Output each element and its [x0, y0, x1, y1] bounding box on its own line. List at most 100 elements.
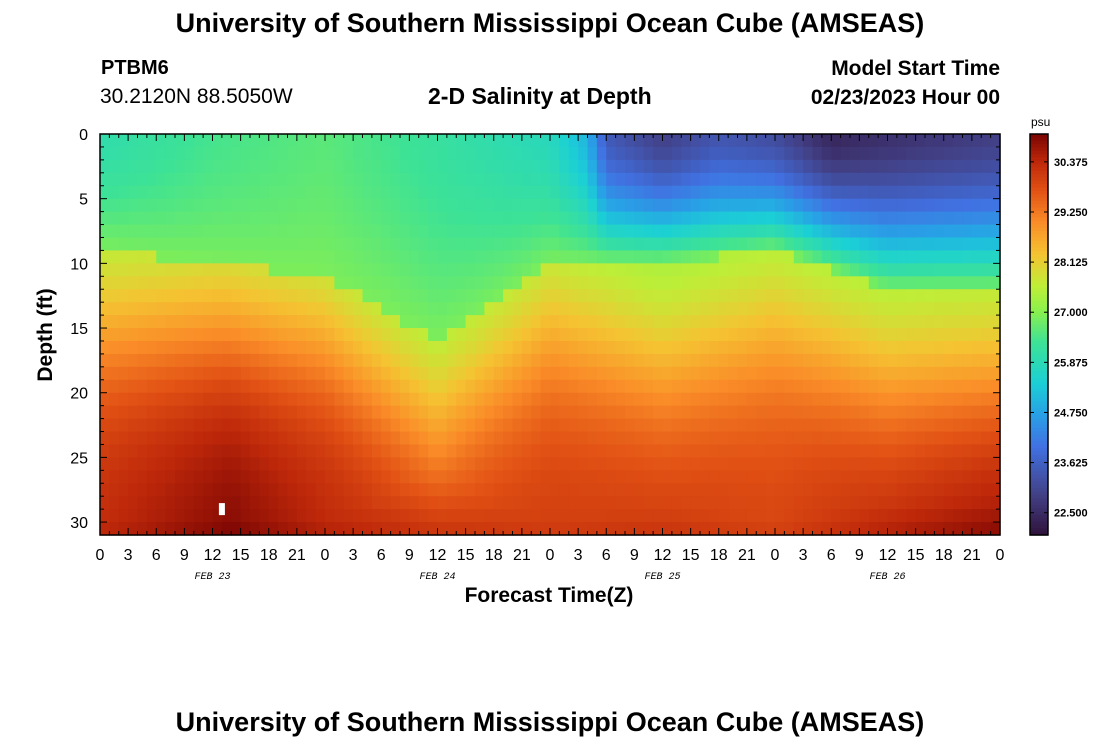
heatmap-cell: [137, 172, 148, 187]
heatmap-cell: [962, 263, 973, 277]
heatmap-cell: [671, 509, 682, 523]
heatmap-cell: [578, 237, 589, 252]
heatmap-cell: [268, 172, 279, 187]
heatmap-cell: [700, 340, 710, 355]
heatmap-cell: [221, 431, 232, 446]
heatmap-cell: [437, 353, 448, 368]
y-tick-label: 15: [70, 321, 88, 338]
heatmap-cell: [559, 250, 570, 264]
heatmap-cell: [137, 315, 148, 329]
heatmap-cell: [615, 185, 626, 200]
heatmap-cell: [690, 509, 701, 523]
heatmap-cell: [981, 353, 992, 368]
heatmap-cell: [831, 263, 842, 277]
heatmap-cell: [821, 379, 832, 394]
heatmap-cell: [512, 302, 523, 316]
heatmap-cell: [334, 211, 345, 226]
heatmap-cell: [456, 509, 467, 523]
heatmap-cell: [475, 405, 485, 420]
heatmap-cell: [793, 509, 804, 523]
heatmap-cell: [184, 146, 195, 161]
heatmap-cell: [512, 289, 523, 303]
heatmap-cell: [278, 185, 289, 200]
heatmap-cell: [812, 159, 823, 174]
heatmap-cell: [503, 276, 514, 290]
heatmap-cell: [756, 444, 767, 458]
heatmap-cell: [128, 263, 139, 277]
heatmap-cell: [625, 483, 635, 497]
heatmap-cell: [250, 250, 260, 264]
heatmap-cell: [146, 172, 157, 187]
heatmap-cell: [428, 340, 439, 355]
heatmap-cell: [568, 198, 579, 213]
heatmap-cell: [109, 328, 120, 342]
heatmap-cell: [456, 522, 467, 536]
heatmap-cell: [803, 224, 814, 239]
heatmap-cell: [259, 134, 270, 148]
heatmap-cell: [625, 224, 635, 239]
heatmap-cell: [503, 237, 514, 252]
heatmap-cell: [165, 172, 176, 187]
heatmap-cell: [559, 289, 570, 303]
heatmap-cell: [540, 522, 551, 536]
heatmap-cell: [934, 250, 945, 264]
heatmap-cell: [437, 315, 448, 329]
heatmap-cell: [325, 405, 335, 420]
heatmap-cell: [550, 211, 560, 226]
heatmap-cell: [812, 457, 823, 471]
heatmap-cell: [615, 405, 626, 420]
heatmap-cell: [278, 431, 289, 446]
x-tick-label: 6: [602, 547, 611, 564]
heatmap-cell: [390, 237, 401, 252]
heatmap-cell: [231, 302, 242, 316]
heatmap-cell: [859, 159, 870, 174]
heatmap-cell: [971, 328, 982, 342]
heatmap-cell: [371, 457, 382, 471]
heatmap-cell: [953, 146, 964, 161]
heatmap-cell: [465, 340, 476, 355]
heatmap-cell: [596, 134, 607, 148]
heatmap-cell: [278, 379, 289, 394]
heatmap-cell: [315, 392, 326, 407]
heatmap-cell: [878, 302, 889, 316]
heatmap-cell: [353, 263, 364, 277]
heatmap-cell: [193, 353, 204, 368]
heatmap-cell: [493, 263, 504, 277]
heatmap-cell: [400, 457, 410, 471]
heatmap-cell: [596, 379, 607, 394]
heatmap-cell: [596, 289, 607, 303]
heatmap-cell: [259, 457, 270, 471]
heatmap-cell: [353, 418, 364, 433]
heatmap-cell: [165, 470, 176, 484]
heatmap-cell: [831, 379, 842, 394]
heatmap-cell: [409, 302, 420, 316]
heatmap-cell: [268, 211, 279, 226]
heatmap-cell: [484, 483, 495, 497]
heatmap-cell: [231, 289, 242, 303]
heatmap-cell: [165, 392, 176, 407]
heatmap-cell: [896, 522, 907, 536]
heatmap-cell: [437, 276, 448, 290]
heatmap-cell: [240, 457, 251, 471]
heatmap-cell: [662, 263, 673, 277]
heatmap-cell: [587, 237, 598, 252]
heatmap-cell: [193, 185, 204, 200]
heatmap-cell: [146, 431, 157, 446]
heatmap-cell: [700, 457, 710, 471]
heatmap-cell: [962, 509, 973, 523]
heatmap-cell: [540, 340, 551, 355]
colorbar-segment: [1030, 327, 1048, 332]
heatmap-cell: [803, 146, 814, 161]
heatmap-cell: [296, 457, 307, 471]
colorbar-segment: [1030, 418, 1048, 422]
heatmap-cell: [803, 353, 814, 368]
heatmap-cell: [934, 315, 945, 329]
heatmap-cell: [278, 159, 289, 174]
heatmap-cell: [193, 379, 204, 394]
heatmap-cell: [971, 522, 982, 536]
heatmap-cell: [418, 263, 429, 277]
heatmap-cell: [643, 470, 654, 484]
heatmap-cell: [409, 237, 420, 252]
heatmap-cell: [812, 315, 823, 329]
heatmap-cell: [803, 302, 814, 316]
